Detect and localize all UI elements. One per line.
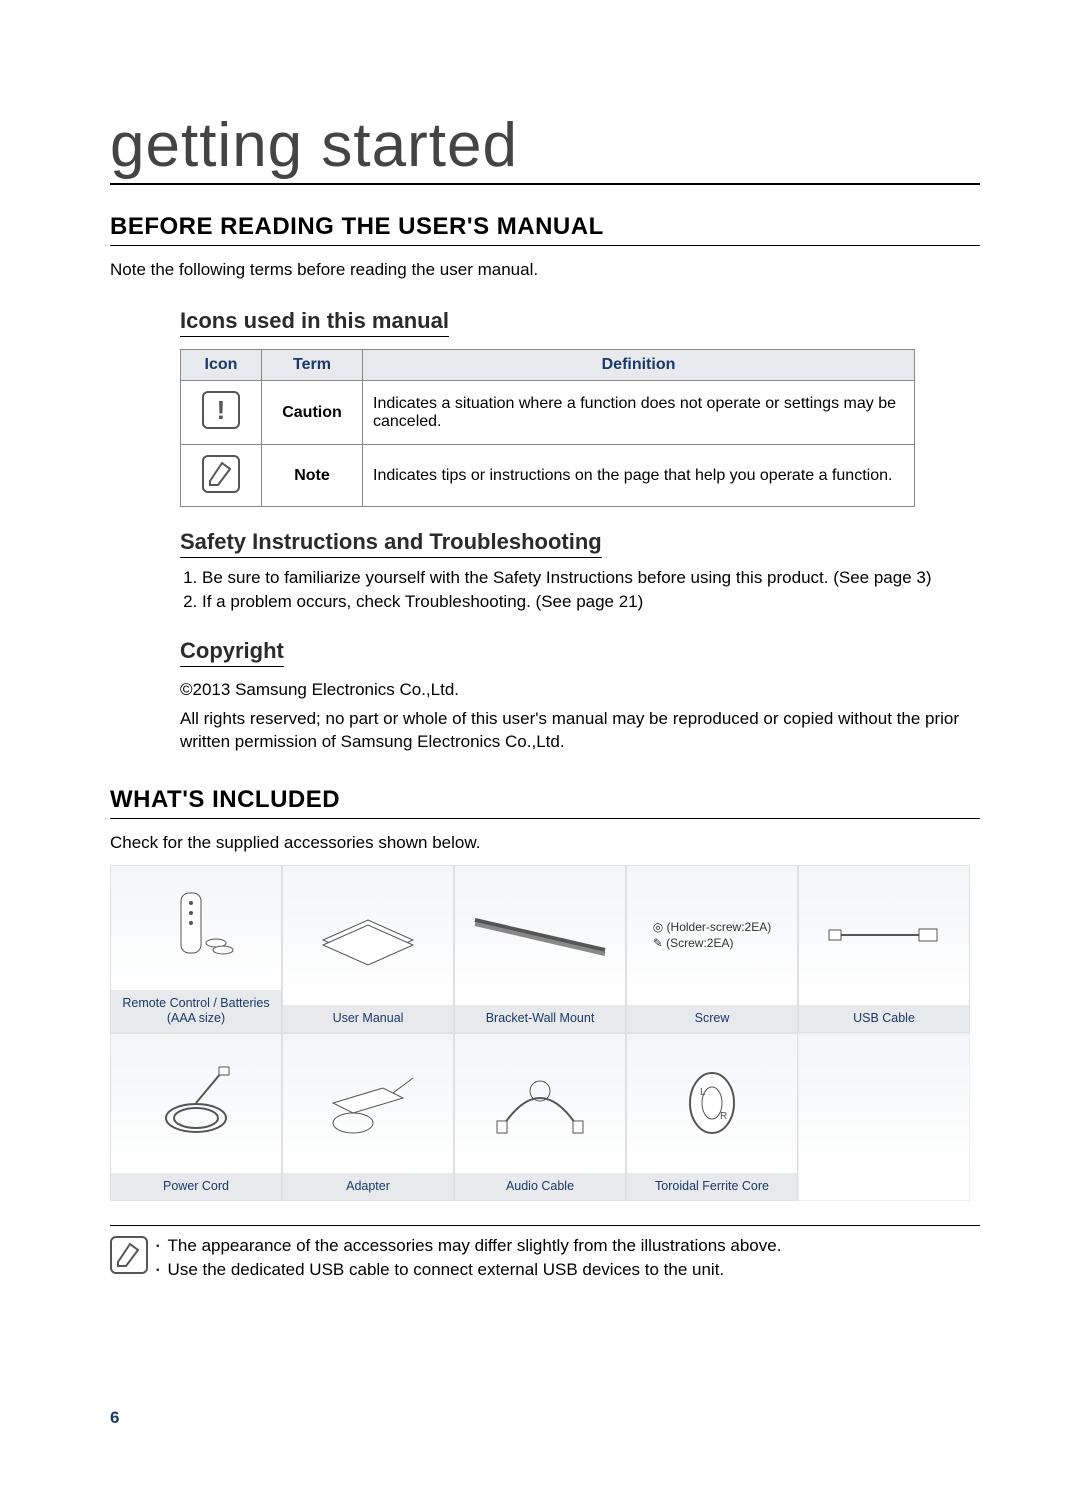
section-included-title: WHAT'S INCLUDED: [110, 786, 980, 819]
acc-adapter: Adapter: [282, 1033, 454, 1201]
copyright-body: All rights reserved; no part or whole of…: [180, 708, 980, 754]
safety-item-2: If a problem occurs, check Troubleshooti…: [202, 592, 980, 612]
screw-line-1: (Holder-screw:2EA): [667, 920, 772, 934]
th-icon: Icon: [181, 350, 262, 381]
before-intro: Note the following terms before reading …: [110, 260, 980, 280]
icons-subtitle: Icons used in this manual: [180, 308, 449, 337]
icon-table: Icon Term Definition Caution Indicates a…: [180, 349, 915, 507]
acc-label: Adapter: [283, 1173, 453, 1200]
term-caution: Caution: [262, 381, 363, 445]
safety-list: Be sure to familiarize yourself with the…: [180, 568, 980, 612]
acc-usb: USB Cable: [798, 865, 970, 1033]
th-term: Term: [262, 350, 363, 381]
svg-text:R: R: [720, 1111, 727, 1122]
icon-row-note: Note Indicates tips or instructions on t…: [181, 445, 915, 507]
chapter-title: getting started: [110, 110, 980, 185]
page-number: 6: [110, 1408, 119, 1428]
term-note: Note: [262, 445, 363, 507]
caution-icon: [202, 391, 240, 429]
acc-audiocable: Audio Cable: [454, 1033, 626, 1201]
acc-bracket: Bracket-Wall Mount: [454, 865, 626, 1033]
acc-empty: [798, 1033, 970, 1201]
safety-item-1: Be sure to familiarize yourself with the…: [202, 568, 980, 588]
icon-row-caution: Caution Indicates a situation where a fu…: [181, 381, 915, 445]
th-def: Definition: [363, 350, 915, 381]
screw-line-2: (Screw:2EA): [666, 936, 733, 950]
def-note: Indicates tips or instructions on the pa…: [363, 445, 915, 507]
note-icon: [110, 1236, 148, 1274]
acc-label: Toroidal Ferrite Core: [627, 1173, 797, 1200]
acc-label: Bracket-Wall Mount: [455, 1005, 625, 1032]
acc-powercord: Power Cord: [110, 1033, 282, 1201]
section-before-title: BEFORE READING THE USER'S MANUAL: [110, 213, 980, 246]
acc-label: User Manual: [283, 1005, 453, 1032]
safety-subtitle: Safety Instructions and Troubleshooting: [180, 529, 602, 558]
acc-label: Power Cord: [111, 1173, 281, 1200]
note-bullet-1: The appearance of the accessories may di…: [156, 1236, 781, 1256]
copyright-subtitle: Copyright: [180, 638, 284, 667]
copyright-line: ©2013 Samsung Electronics Co.,Ltd.: [180, 679, 980, 702]
included-intro: Check for the supplied accessories shown…: [110, 833, 980, 853]
acc-label: Remote Control / Batteries (AAA size): [111, 990, 281, 1032]
acc-remote: Remote Control / Batteries (AAA size): [110, 865, 282, 1033]
note-icon: [202, 455, 240, 493]
note-bullet-2: Use the dedicated USB cable to connect e…: [156, 1260, 781, 1280]
svg-text:L: L: [700, 1087, 706, 1098]
accessories-grid: Remote Control / Batteries (AAA size) Us…: [110, 865, 970, 1201]
included-notes: The appearance of the accessories may di…: [110, 1225, 980, 1284]
def-caution: Indicates a situation where a function d…: [363, 381, 915, 445]
acc-label: Screw: [627, 1005, 797, 1032]
acc-manual: User Manual: [282, 865, 454, 1033]
acc-ferrite: L R Toroidal Ferrite Core: [626, 1033, 798, 1201]
acc-screw: ◎ (Holder-screw:2EA) ✎ (Screw:2EA) Screw: [626, 865, 798, 1033]
acc-label: USB Cable: [799, 1005, 969, 1032]
acc-label: Audio Cable: [455, 1173, 625, 1200]
